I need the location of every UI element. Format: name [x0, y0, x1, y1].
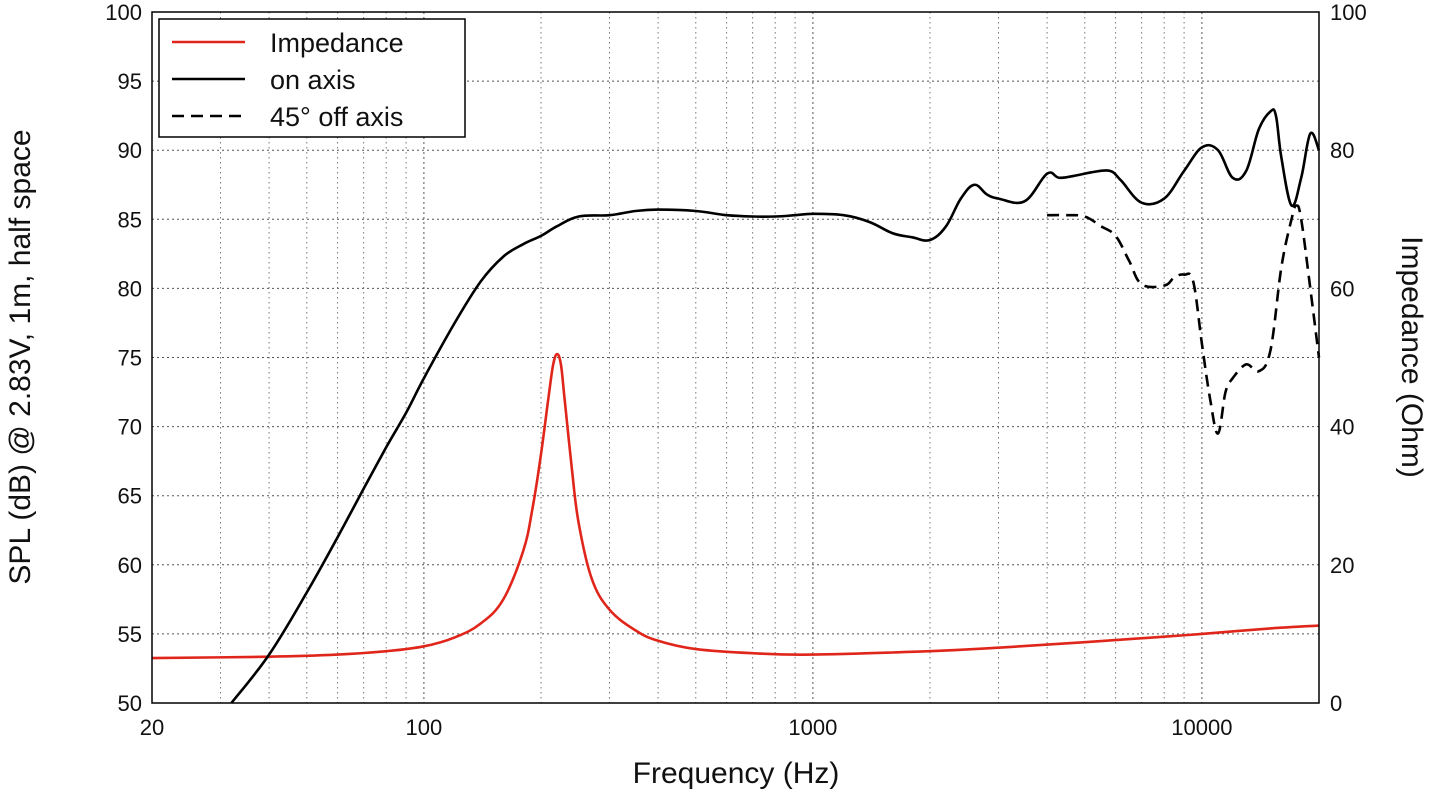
- y2-tick-label: 80: [1330, 138, 1354, 163]
- y-tick-label: 65: [118, 484, 142, 509]
- y-tick-label: 70: [118, 415, 142, 440]
- y-axis-title: SPL (dB) @ 2.83V, 1m, half space: [4, 129, 37, 584]
- series-line-impedance: [151, 352, 1320, 660]
- y-axis-ticks: 50 55 60 65 70 75 80 85 90 95 100: [105, 0, 142, 716]
- series-line-on-axis: [230, 108, 1321, 704]
- series-layer: [151, 108, 1321, 704]
- x-axis-title: Frequency (Hz): [633, 757, 840, 790]
- x-tick-label: 20: [140, 715, 164, 740]
- series-line-off-axis: [1047, 204, 1321, 435]
- legend-box: [158, 18, 466, 138]
- y2-tick-label: 40: [1330, 415, 1354, 440]
- y-tick-label: 85: [118, 207, 142, 232]
- y2-tick-label: 100: [1330, 0, 1367, 25]
- y2-tick-label: 20: [1330, 553, 1354, 578]
- y-tick-label: 95: [118, 69, 142, 94]
- legend-label-impedance: Impedance: [270, 28, 404, 58]
- x-tick-label: 10000: [1171, 715, 1232, 740]
- y2-axis-ticks: 0 20 40 60 80 100: [1330, 0, 1367, 716]
- y-tick-label: 100: [105, 0, 142, 25]
- y2-tick-label: 0: [1330, 691, 1342, 716]
- x-axis-ticks: 20 100 1000 10000: [140, 715, 1233, 740]
- y2-axis-title: Impedance (Ohm): [1395, 236, 1428, 478]
- legend: Impedance on axis 45° off axis: [158, 18, 466, 138]
- x-tick-label: 1000: [788, 715, 837, 740]
- y-tick-label: 55: [118, 622, 142, 647]
- y-tick-label: 90: [118, 138, 142, 163]
- plot-frame: [151, 11, 1320, 704]
- legend-label-off-axis: 45° off axis: [270, 102, 403, 132]
- y2-tick-label: 60: [1330, 276, 1354, 301]
- x-tick-label: 100: [406, 715, 443, 740]
- y-tick-label: 80: [118, 276, 142, 301]
- legend-label-on-axis: on axis: [270, 65, 356, 95]
- y-tick-label: 75: [118, 346, 142, 371]
- y-tick-label: 60: [118, 553, 142, 578]
- y-tick-label: 50: [118, 691, 142, 716]
